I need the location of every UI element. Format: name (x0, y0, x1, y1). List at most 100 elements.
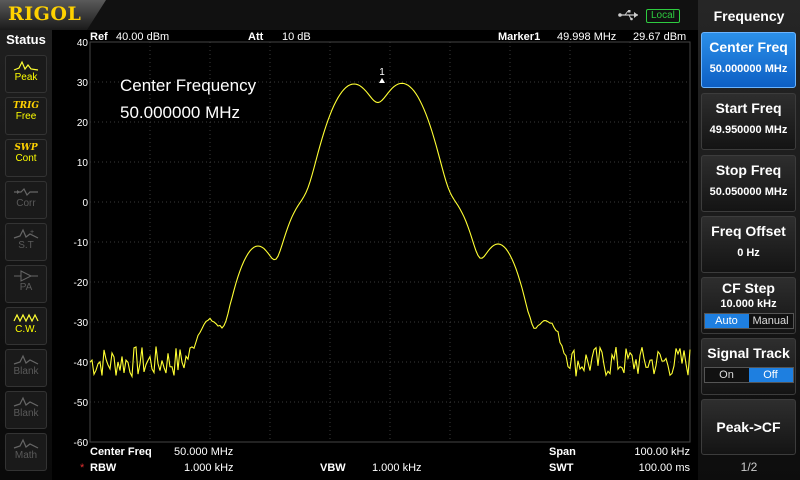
center-freq-value: 50.000000 MHz (709, 63, 788, 75)
status-blank-2[interactable]: Blank (5, 391, 47, 429)
start-freq-value: 49.950000 MHz (709, 124, 788, 136)
rigol-logo: RIGOL (0, 0, 106, 30)
cf-step-label: CF Step (722, 280, 775, 296)
y-tick-label: -40 (74, 358, 89, 369)
y-tick-label: -50 (74, 398, 89, 409)
frequency-menu: Frequency Center Freq 50.000000 MHz Star… (698, 0, 800, 480)
status-cw[interactable]: C.W. (5, 307, 47, 345)
vbw-value: 1.000 kHz (372, 462, 422, 474)
y-axis-ticks: 40 30 20 10 0 -10 -20 -30 -40 -50 -60 (74, 38, 89, 449)
stop-freq-label: Stop Freq (715, 162, 782, 178)
marker-freq: 49.998 MHz (557, 31, 616, 43)
status-cw-label: C.W. (15, 324, 37, 335)
y-tick-label: 20 (77, 118, 89, 129)
freq-offset-value: 0 Hz (737, 247, 760, 259)
menu-title: Frequency (713, 8, 785, 24)
status-trig[interactable]: TRIG Free (5, 97, 47, 135)
marker-label: Marker1 (498, 31, 540, 43)
marker-amp: 29.67 dBm (633, 31, 686, 43)
st-icon: + (13, 228, 39, 239)
stop-freq-value: 50.050000 MHz (709, 186, 788, 198)
signal-track-label: Signal Track (707, 345, 790, 361)
center-value: 50.000 MHz (174, 446, 233, 458)
spectrum-display[interactable]: 40 30 20 10 0 -10 -20 -30 -40 -50 -60 Ref 40.00 dB… (52, 30, 698, 480)
status-math-label: Math (14, 450, 38, 461)
swt-value: 100.00 ms (639, 462, 691, 474)
center-freq-button[interactable]: Center Freq 50.000000 MHz (701, 32, 796, 88)
status-corr-label: Corr (16, 198, 36, 209)
y-tick-label: 30 (77, 78, 89, 89)
signal-track-button[interactable]: Signal Track On Off (701, 338, 796, 395)
status-st-label: S.T (18, 240, 34, 251)
status-peak[interactable]: Peak (5, 55, 47, 93)
ref-label: Ref (90, 31, 108, 43)
cf-step-manual[interactable]: Manual (748, 314, 793, 328)
math-icon (13, 438, 39, 449)
start-freq-label: Start Freq (715, 100, 782, 116)
top-bar: RIGOL Local (0, 0, 698, 30)
status-blank-2-label: Blank (13, 408, 39, 419)
rbw-value: 1.000 kHz (184, 462, 234, 474)
logo-text: RIGOL (8, 3, 82, 25)
vbw-label: VBW (320, 462, 346, 474)
marker-number: 1 (379, 67, 385, 78)
peak-to-cf-button[interactable]: Peak->CF (701, 399, 796, 455)
freq-offset-button[interactable]: Freq Offset 0 Hz (701, 216, 796, 273)
corr-icon (14, 187, 38, 197)
status-pa-label: PA (19, 282, 33, 293)
status-pa[interactable]: PA (5, 265, 47, 303)
span-label: Span (549, 446, 576, 458)
status-sweep-label: Cont (15, 153, 37, 164)
status-st[interactable]: + S.T (5, 223, 47, 261)
menu-page-indicator: 1/2 (740, 460, 758, 474)
stop-freq-button[interactable]: Stop Freq 50.050000 MHz (701, 155, 796, 212)
cf-step-auto[interactable]: Auto (704, 314, 749, 328)
cf-step-value: 10.000 kHz (720, 298, 777, 310)
swt-label: SWT (549, 462, 574, 474)
cf-step-toggle[interactable]: Auto Manual (703, 313, 794, 329)
svg-text:+: + (30, 229, 34, 236)
overlay-value: 50.000000 MHz (120, 103, 240, 122)
center-label: Center Freq (90, 446, 152, 458)
spectrum-trace (89, 82, 691, 379)
rbw-label: RBW (90, 462, 117, 474)
att-value: 10 dB (282, 31, 311, 43)
signal-track-off[interactable]: Off (748, 368, 793, 382)
status-panel: Status Peak TRIG Free SWP Cont Corr + S.… (0, 30, 52, 480)
status-trig-title: TRIG (12, 101, 40, 111)
blank-icon (13, 396, 39, 407)
peak-to-cf-label: Peak->CF (716, 419, 781, 435)
status-trig-label: Free (15, 111, 37, 122)
y-tick-label: -10 (74, 238, 89, 249)
status-math[interactable]: Math (5, 433, 47, 471)
signal-track-toggle[interactable]: On Off (703, 367, 794, 383)
status-blank-1-label: Blank (13, 366, 39, 377)
cw-wave-icon (13, 313, 39, 323)
y-tick-label: 0 (82, 198, 88, 209)
freq-offset-label: Freq Offset (711, 223, 786, 239)
signal-track-on[interactable]: On (704, 368, 749, 382)
att-label: Att (248, 31, 264, 43)
y-tick-label: 40 (77, 38, 89, 49)
peak-icon (13, 60, 39, 71)
status-sweep-title: SWP (14, 143, 38, 153)
cf-step-button[interactable]: CF Step 10.000 kHz Auto Manual (701, 277, 796, 334)
center-freq-label: Center Freq (709, 39, 788, 55)
blank-icon (13, 354, 39, 365)
status-corr[interactable]: Corr (5, 181, 47, 219)
y-tick-label: -60 (74, 438, 89, 449)
usb-icon (618, 10, 638, 21)
rbw-star: * (80, 462, 85, 474)
local-badge: Local (646, 9, 680, 23)
span-value: 100.00 kHz (634, 446, 690, 458)
start-freq-button[interactable]: Start Freq 49.950000 MHz (701, 93, 796, 150)
y-tick-label: -20 (74, 278, 89, 289)
graticule-grid (90, 42, 690, 442)
ref-value: 40.00 dBm (116, 31, 169, 43)
status-peak-label: Peak (14, 72, 38, 83)
status-blank-1[interactable]: Blank (5, 349, 47, 387)
marker-triangle-icon[interactable] (379, 78, 385, 83)
status-sweep[interactable]: SWP Cont (5, 139, 47, 177)
amplifier-icon (14, 270, 38, 282)
overlay-title: Center Frequency (120, 76, 257, 95)
